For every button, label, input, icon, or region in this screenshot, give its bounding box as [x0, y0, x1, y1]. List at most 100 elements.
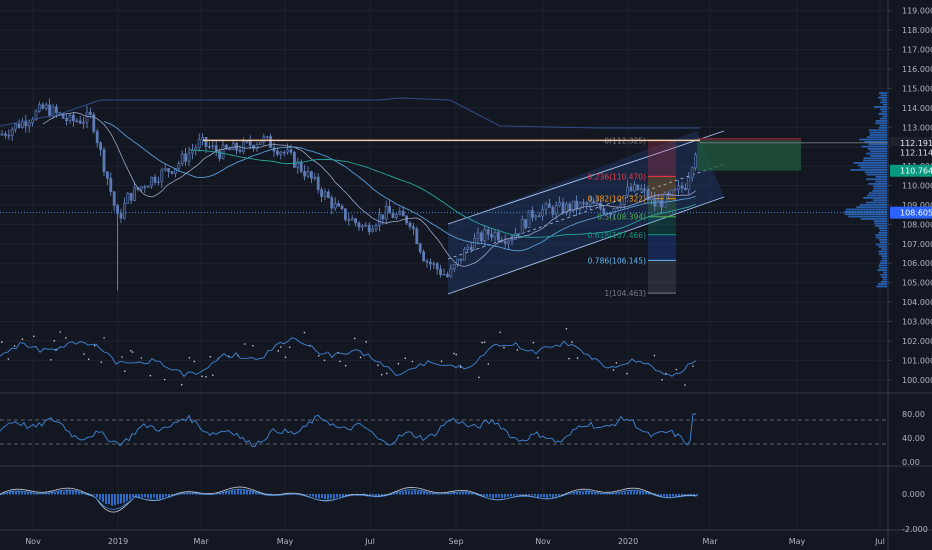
macd-histogram-bar	[327, 494, 329, 500]
price-tick-label: 110.000	[902, 182, 932, 191]
candle-body	[313, 176, 317, 179]
price-label-text: 110.764	[900, 167, 932, 176]
macd-histogram-bar	[153, 494, 155, 498]
volume-profile-bar	[868, 143, 887, 146]
candle-body	[544, 203, 548, 210]
volume-profile-bar	[882, 278, 887, 281]
macd-histogram-bar	[573, 492, 575, 495]
candle-body	[425, 260, 429, 263]
price-tick-label: 118.000	[902, 26, 932, 35]
volume-dot	[653, 354, 656, 357]
long-position-tool	[697, 137, 801, 171]
volume-dot	[244, 343, 246, 345]
candle-body	[483, 229, 487, 242]
volume-profile-bar	[878, 231, 887, 234]
candle-body	[48, 104, 52, 117]
macd-histogram-bar	[39, 493, 41, 495]
macd-histogram-bar	[369, 494, 371, 496]
volume-profile-bar	[864, 171, 887, 174]
candle-body	[330, 197, 334, 209]
macd-histogram-bar	[597, 492, 599, 495]
candle-body	[323, 191, 327, 197]
candle-body	[4, 133, 7, 136]
macd-histogram-bar	[90, 494, 92, 495]
volume-profile-bar	[876, 243, 887, 246]
candle-body	[248, 141, 252, 146]
candle-body	[7, 135, 11, 137]
macd-histogram-bar	[54, 492, 56, 495]
volume-dot	[576, 357, 579, 359]
macd-histogram-bar	[123, 494, 125, 504]
volume-profile-bar	[883, 271, 887, 274]
candle-body	[503, 240, 507, 244]
candle-body	[78, 120, 82, 124]
macd-histogram-bar	[147, 494, 149, 499]
candle-body	[350, 218, 354, 221]
volume-profile-bar	[870, 150, 887, 153]
candle-body	[639, 188, 643, 191]
macd-histogram-bar	[402, 491, 404, 495]
macd-histogram-bar	[627, 491, 629, 495]
macd-histogram-bar	[36, 493, 38, 495]
macd-histogram-bar	[378, 494, 380, 497]
volume-dot	[404, 357, 407, 360]
candle-body	[598, 202, 602, 209]
candle-body	[343, 208, 347, 220]
macd-histogram-bar	[606, 493, 608, 495]
volume-profile-bar	[848, 215, 887, 218]
macd-histogram-bar	[618, 492, 620, 495]
volume-profile-bar	[875, 180, 887, 183]
volume-profile-bar	[853, 162, 887, 164]
candle-body	[34, 110, 38, 121]
macd-histogram-bar	[417, 490, 419, 495]
volume-profile-bar	[875, 234, 887, 237]
candle-body	[286, 149, 290, 153]
candle-body	[174, 168, 177, 174]
volume-profile-bar	[875, 122, 887, 125]
fib-level-label: 1(104.463)	[604, 289, 646, 298]
candle-body	[242, 141, 245, 152]
macd-histogram-bar	[453, 492, 455, 495]
candle-body	[153, 176, 157, 183]
volume-profile-bar	[856, 206, 887, 209]
macd-histogram-bar	[480, 494, 482, 496]
candle-body	[673, 188, 677, 191]
resistance-line[interactable]	[0, 139, 888, 214]
volume-dot	[532, 341, 535, 344]
candle-body	[537, 215, 541, 218]
candle-body	[44, 104, 48, 109]
volume-dot	[33, 335, 35, 338]
candle-body	[415, 228, 419, 244]
candle-body	[204, 137, 208, 147]
macd-histogram-bar	[60, 490, 62, 495]
macd-histogram-bar	[687, 494, 689, 495]
candle-body	[17, 123, 21, 128]
macd-histogram-bar	[318, 494, 320, 499]
volume-dot	[303, 331, 306, 334]
candle-body	[160, 169, 164, 183]
volume-dot	[59, 331, 62, 333]
candle-body	[561, 202, 565, 214]
price-tick-label: 115.000	[902, 84, 932, 93]
candle-body	[89, 111, 92, 115]
candle-body	[479, 232, 483, 242]
macd-histogram-bar	[561, 494, 563, 496]
macd-histogram-bar	[267, 493, 269, 495]
macd-histogram-bar	[495, 494, 497, 498]
macd-histogram-bar	[462, 491, 464, 495]
candle-body	[65, 118, 69, 122]
candle-body	[119, 213, 123, 219]
candle-body	[401, 210, 405, 217]
rsi-tick-label: 80.00	[902, 410, 925, 419]
volume-line	[0, 337, 697, 378]
macd-histogram-bar	[21, 491, 23, 495]
time-tick-label: Mar	[193, 537, 209, 546]
candle-body	[85, 111, 89, 123]
volume-dot	[279, 346, 282, 348]
macd-histogram-bar	[237, 489, 239, 495]
price-tick-label: 119.000	[902, 7, 932, 16]
macd-histogram-bar	[18, 490, 20, 495]
macd-histogram-bar	[15, 490, 17, 495]
